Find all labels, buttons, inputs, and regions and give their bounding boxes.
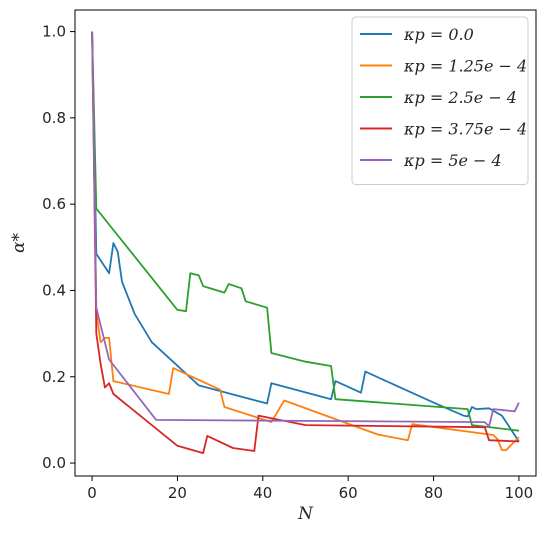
legend-label: κp = 3.75e − 4 [403,120,527,139]
legend-label: κp = 2.5e − 4 [403,88,517,107]
y-axis: 0.0 0.2 0.4 0.6 0.8 1.0 [42,23,75,472]
series-line-2 [91,31,520,452]
plot-area [91,31,520,455]
legend: κp = 0.0 κp = 1.25e − 4 κp = 2.5e − 4 κp = … [351,16,529,185]
x-axis: 0 20 40 60 80 100 [87,476,533,502]
legend-box [351,16,529,185]
y-tick-label: 1.0 [42,23,66,41]
legend-label: κp = 1.25e − 4 [403,57,527,76]
legend-label: κp = 0.0 [403,25,474,44]
series-line-3 [91,31,520,432]
y-tick-label: 0.4 [42,281,66,299]
x-tick-label: 40 [253,484,272,502]
axes-frame [74,9,537,477]
x-tick-label: 20 [168,484,187,502]
y-tick-label: 0.0 [42,454,66,472]
y-axis-label: α* [9,233,29,253]
y-tick-label: 0.2 [42,368,66,386]
x-tick-label: 100 [505,484,534,502]
series-line-4 [91,31,519,455]
series-line-5 [91,31,520,428]
x-axis-label: N [297,504,314,524]
x-tick-label: 0 [87,484,97,502]
legend-label: κp = 5e − 4 [403,151,502,170]
y-tick-label: 0.6 [42,195,66,213]
y-tick-label: 0.8 [42,109,66,127]
x-tick-label: 80 [424,484,443,502]
series-line-1 [91,31,520,442]
x-tick-label: 60 [339,484,358,502]
